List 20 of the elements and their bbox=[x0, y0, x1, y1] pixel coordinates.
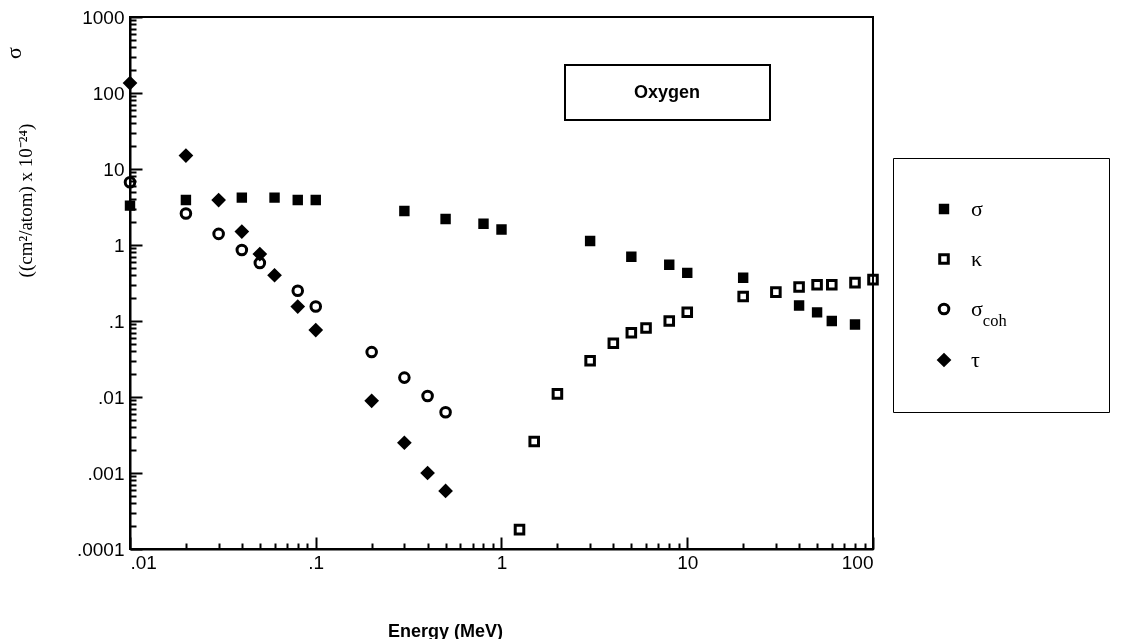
x-tick-label: 100 bbox=[841, 551, 874, 573]
y-tick-label: 10 bbox=[103, 158, 125, 180]
y-tick-label: .001 bbox=[87, 462, 125, 484]
legend-label: κ bbox=[971, 246, 983, 271]
legend-label: σ bbox=[971, 196, 983, 221]
x-tick-label: 1 bbox=[496, 551, 508, 573]
y-tick-label: .1 bbox=[108, 310, 125, 332]
y-tick-label: .0001 bbox=[76, 538, 125, 560]
legend-label: τ bbox=[971, 347, 980, 372]
legend-label: σ$_{coh}$ bbox=[971, 296, 1008, 330]
text: σ bbox=[1, 46, 26, 59]
y-tick-label: 1000 bbox=[82, 6, 125, 28]
y-tick-label: 1 bbox=[113, 234, 125, 256]
x-tick-label: 10 bbox=[677, 551, 699, 573]
x-tick-label: .1 bbox=[308, 551, 325, 573]
x-tick-label: .01 bbox=[130, 551, 157, 573]
y-axis-title: ((cm²/atom) x 10⁻²⁴) bbox=[14, 123, 37, 278]
annotation: Oxygen bbox=[633, 82, 701, 102]
y-tick-label: 100 bbox=[92, 82, 125, 104]
y-tick-label: .01 bbox=[98, 386, 125, 408]
